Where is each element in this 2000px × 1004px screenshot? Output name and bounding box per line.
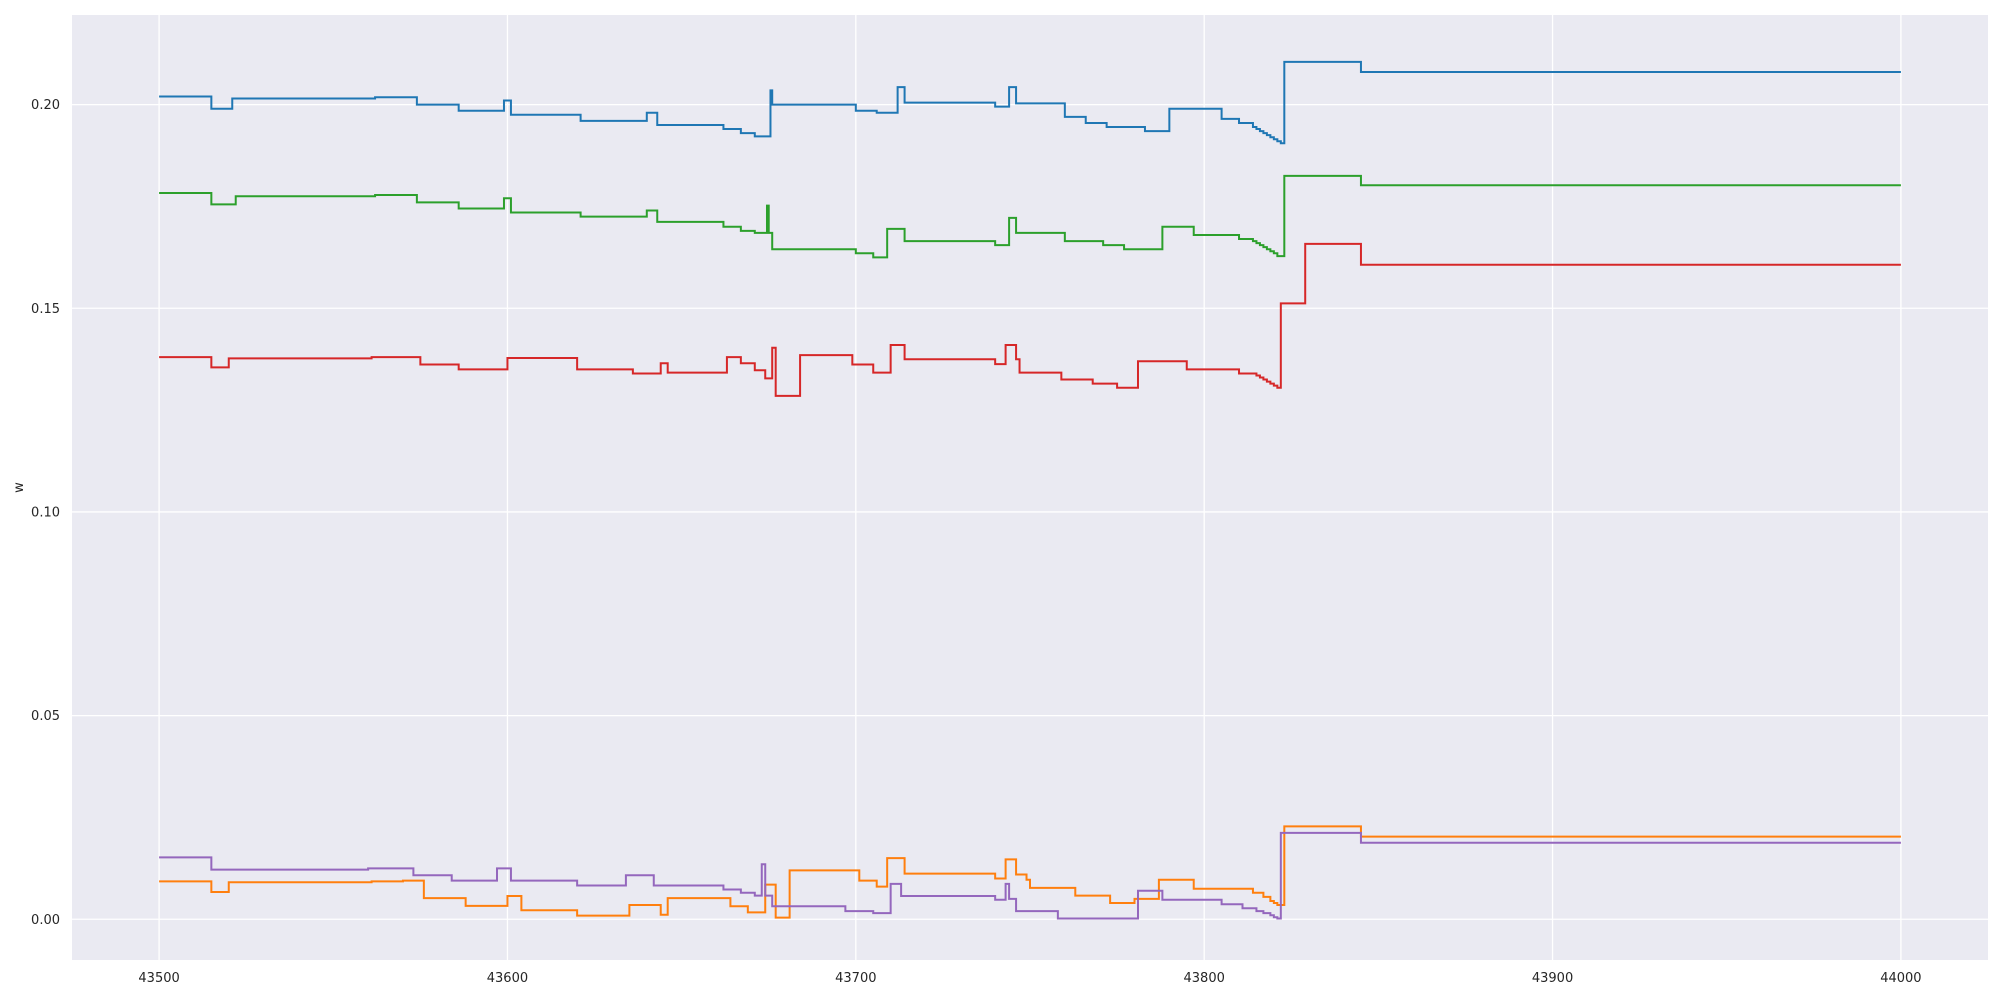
gridlines [72, 15, 1988, 960]
series-line-2 [159, 174, 1901, 259]
x-tick-label: 43900 [1532, 971, 1573, 986]
x-tick-label: 43500 [138, 971, 179, 986]
x-tick-label: 43600 [487, 971, 528, 986]
x-tick-label: 44000 [1880, 971, 1921, 986]
series-line-4 [159, 831, 1901, 920]
y-tick-label: 0.00 [31, 913, 60, 928]
series-line-0 [159, 60, 1901, 145]
y-tick-label: 0.20 [31, 98, 60, 113]
y-tick-label: 0.10 [31, 505, 60, 520]
plot-area [72, 15, 1988, 960]
series-line-3 [159, 242, 1901, 397]
y-axis-label: w [12, 482, 27, 493]
x-tick-label: 43800 [1184, 971, 1225, 986]
series-lines [159, 60, 1901, 920]
y-tick-label: 0.15 [31, 302, 60, 317]
series-line-1 [159, 825, 1901, 919]
x-tick-label: 43700 [835, 971, 876, 986]
y-tick-label: 0.05 [31, 709, 60, 724]
tick-labels: 43500 43600 43700 43800 43900 44000 0.00 0.05 0.… [31, 98, 1922, 986]
